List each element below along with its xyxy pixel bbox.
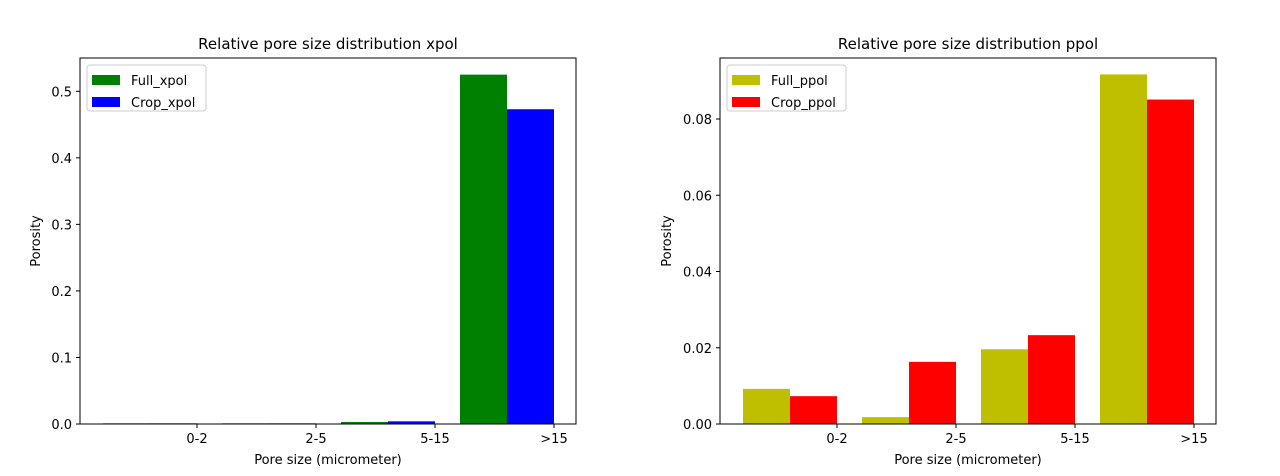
bar-Crop_ppol-0-2 bbox=[790, 396, 837, 424]
x-axis-label: Pore size (micrometer) bbox=[894, 453, 1042, 468]
y-tick-label: 0.04 bbox=[683, 266, 712, 281]
bar-Full_ppol-5-15 bbox=[981, 349, 1028, 424]
chart-title: Relative pore size distribution xpol bbox=[198, 35, 458, 53]
y-tick-label: 0.08 bbox=[683, 113, 712, 128]
y-tick-label: 0.02 bbox=[683, 342, 712, 357]
y-tick-label: 0.2 bbox=[51, 285, 72, 300]
y-tick-label: 0.3 bbox=[51, 218, 72, 233]
bar-Full_xpol->15 bbox=[460, 74, 507, 425]
x-tick-label: 5-15 bbox=[1060, 432, 1090, 447]
bar-Crop_xpol->15 bbox=[507, 109, 554, 425]
x-tick-label: 0-2 bbox=[186, 432, 207, 447]
legend-label: Crop_xpol bbox=[131, 96, 195, 111]
x-tick-label: >15 bbox=[1180, 432, 1207, 447]
y-tick-label: 0.5 bbox=[51, 85, 72, 100]
y-tick-label: 0.0 bbox=[51, 418, 72, 433]
bar-Full_xpol-5-15 bbox=[341, 422, 388, 424]
legend-swatch-Crop_ppol bbox=[732, 97, 760, 107]
bar-Crop_ppol-2-5 bbox=[909, 361, 956, 424]
y-tick-label: 0.4 bbox=[51, 152, 72, 167]
bar-Full_ppol-2-5 bbox=[862, 417, 909, 424]
chart-ppol: Relative pore size distribution ppol Por… bbox=[660, 35, 1217, 468]
x-tick-label: >15 bbox=[540, 432, 567, 447]
legend-swatch-Crop_xpol bbox=[92, 97, 120, 107]
legend-label: Crop_ppol bbox=[771, 96, 836, 111]
chart-title: Relative pore size distribution ppol bbox=[838, 35, 1098, 53]
y-axis-label: Porosity bbox=[29, 215, 44, 267]
legend-label: Full_xpol bbox=[131, 74, 187, 89]
legend-label: Full_ppol bbox=[771, 74, 828, 89]
chart-xpol: Relative pore size distribution xpol Por… bbox=[29, 35, 577, 468]
legend-swatch-Full_xpol bbox=[92, 75, 120, 85]
plot-frame bbox=[719, 57, 1217, 425]
x-axis-label: Pore size (micrometer) bbox=[254, 453, 402, 468]
bar-Crop_ppol->15 bbox=[1147, 99, 1194, 425]
bar-Full_ppol-0-2 bbox=[743, 388, 790, 424]
y-tick-label: 0.06 bbox=[683, 189, 712, 204]
y-tick-label: 0.00 bbox=[683, 418, 712, 433]
y-tick-label: 0.1 bbox=[51, 351, 72, 366]
x-tick-label: 2-5 bbox=[945, 432, 966, 447]
y-axis-label: Porosity bbox=[660, 215, 675, 267]
plot-frame bbox=[79, 57, 577, 425]
x-tick-label: 2-5 bbox=[305, 432, 326, 447]
bar-Full_ppol->15 bbox=[1100, 74, 1147, 425]
x-tick-label: 0-2 bbox=[826, 432, 847, 447]
legend-swatch-Full_ppol bbox=[732, 75, 760, 85]
bar-Crop_xpol-5-15 bbox=[388, 421, 435, 424]
bar-Crop_ppol-5-15 bbox=[1028, 335, 1075, 424]
x-tick-label: 5-15 bbox=[420, 432, 450, 447]
